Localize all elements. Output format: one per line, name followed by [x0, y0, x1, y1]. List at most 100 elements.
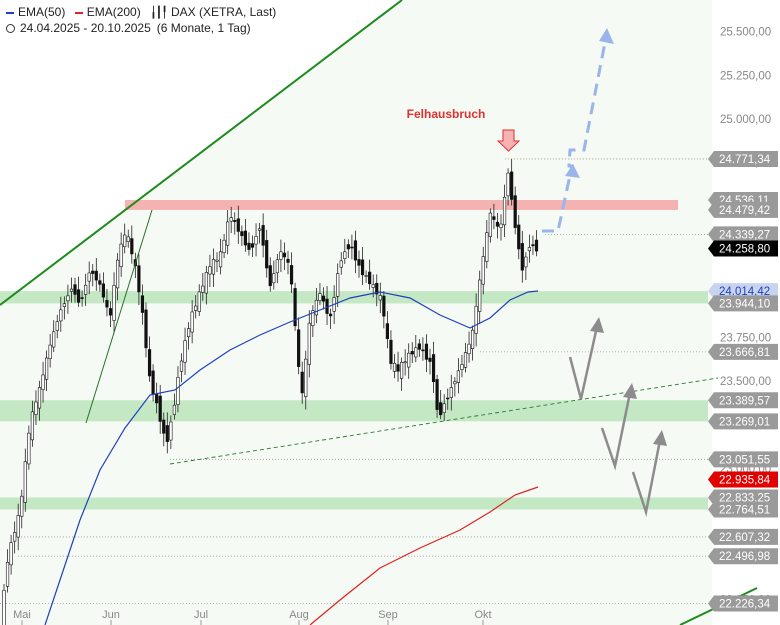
- candle: [229, 206, 233, 234]
- candle: [9, 534, 13, 575]
- candle: [254, 223, 258, 257]
- candle: [439, 390, 443, 420]
- candle: [55, 314, 59, 339]
- candle: [510, 159, 514, 206]
- candle: [44, 350, 49, 392]
- price-label: 23.944,10: [708, 295, 778, 312]
- candle: [321, 287, 326, 310]
- candle: [336, 263, 340, 308]
- candle: [261, 213, 265, 258]
- scenario-arrowhead: [590, 317, 604, 333]
- x-tick-label: Aug: [289, 609, 309, 621]
- price-label: 24.771,34: [708, 150, 778, 167]
- candle: [410, 342, 414, 363]
- candle: [91, 264, 95, 287]
- candle: [275, 253, 279, 284]
- svg-text:22.833,25: 22.833,25: [719, 492, 770, 504]
- candle: [5, 549, 10, 593]
- svg-text:23.269,01: 23.269,01: [719, 416, 770, 428]
- candle: [318, 283, 322, 306]
- candle: [431, 341, 436, 394]
- candle: [382, 291, 386, 329]
- candle: [399, 357, 404, 391]
- candle: [41, 361, 45, 403]
- y-tick-label: 23.750,00: [720, 332, 771, 344]
- candle: [307, 310, 311, 378]
- svg-text:23.944,10: 23.944,10: [719, 298, 770, 310]
- scenario-arrowhead: [623, 383, 637, 399]
- candle: [147, 336, 152, 382]
- candle: [119, 232, 123, 277]
- candle: [282, 242, 287, 271]
- candle: [272, 260, 276, 290]
- candlestick-icon: ╽┃╿: [150, 7, 168, 19]
- candle: [190, 300, 194, 344]
- candle: [502, 184, 507, 238]
- candle: [513, 186, 517, 235]
- candle: [197, 284, 201, 317]
- candle: [236, 205, 240, 244]
- candle: [218, 238, 223, 275]
- bullish-projection-line: [542, 31, 609, 233]
- period-text: (6 Monate, 1 Tag): [156, 21, 251, 35]
- price-label: 23.051,55: [708, 451, 778, 468]
- candle: [499, 214, 503, 241]
- scenario-arrow: [631, 434, 663, 517]
- price-label: 23.666,81: [708, 343, 778, 360]
- x-tick-label: Mai: [13, 609, 31, 621]
- scenario-arrow: [568, 321, 600, 400]
- candle: [378, 282, 382, 314]
- candle: [311, 305, 315, 337]
- candle: [506, 168, 510, 206]
- svg-text:24.014,42: 24.014,42: [719, 286, 770, 298]
- candle: [346, 239, 350, 258]
- legend-ema50[interactable]: EMA(50): [6, 5, 65, 19]
- svg-text:22.764,51: 22.764,51: [719, 504, 770, 516]
- candle: [524, 252, 528, 280]
- candle: [34, 390, 38, 426]
- candle: [108, 301, 113, 328]
- support-trend-line: [85, 209, 153, 424]
- candle: [169, 415, 173, 449]
- legend-dax[interactable]: ╽┃╿ DAX (XETRA, Last): [150, 5, 277, 19]
- candle: [300, 361, 304, 404]
- candle: [13, 521, 17, 554]
- candle: [343, 238, 347, 264]
- candle: [389, 330, 393, 370]
- down-arrow-icon: [496, 129, 521, 152]
- candle: [208, 254, 212, 287]
- scenario-arrowhead: [653, 430, 667, 446]
- y-tick-label: 25.000,00: [720, 114, 771, 126]
- candle: [172, 393, 177, 420]
- candle: [48, 333, 52, 368]
- candle: [364, 270, 368, 283]
- chart-period: 24.04.2025 - 20.10.2025 (6 Monate, 1 Tag): [6, 21, 257, 35]
- y-tick-label: 25.250,00: [720, 70, 771, 82]
- candle: [52, 320, 56, 353]
- candle: [226, 210, 230, 255]
- candle: [474, 293, 478, 347]
- candle: [27, 425, 31, 470]
- candle: [165, 412, 169, 454]
- upper-trend-line: [0, 0, 403, 306]
- candle: [137, 254, 141, 306]
- candle: [140, 284, 145, 325]
- candle: [304, 350, 308, 410]
- candle: [84, 273, 88, 306]
- candle: [453, 377, 457, 397]
- candle: [407, 343, 411, 379]
- candle: [470, 325, 475, 361]
- candle: [297, 317, 301, 375]
- candle: [293, 282, 297, 331]
- candle: [66, 284, 70, 314]
- candle: [257, 222, 262, 244]
- candle: [385, 311, 390, 349]
- candle: [481, 246, 485, 295]
- candle: [421, 337, 425, 361]
- legend-ema200[interactable]: EMA(200): [74, 5, 141, 19]
- candle: [69, 277, 74, 303]
- candle: [247, 232, 251, 256]
- x-tick-label: Sep: [378, 609, 398, 621]
- candle: [243, 218, 248, 252]
